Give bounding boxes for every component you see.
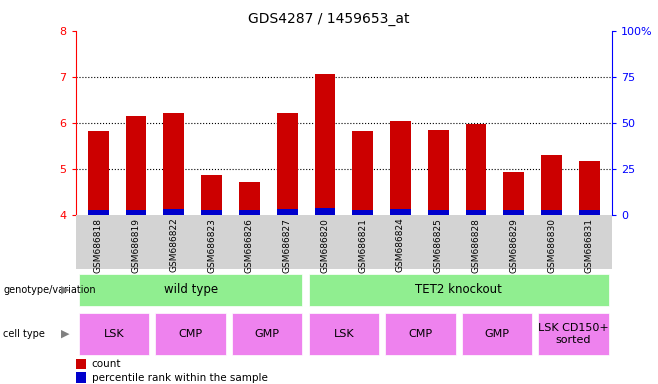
FancyBboxPatch shape <box>232 313 303 355</box>
Bar <box>315 208 336 215</box>
Text: GSM686830: GSM686830 <box>547 218 556 273</box>
Text: GSM686823: GSM686823 <box>207 218 216 273</box>
Bar <box>163 209 184 215</box>
Bar <box>541 210 562 215</box>
Bar <box>579 210 599 215</box>
Bar <box>76 372 86 382</box>
Text: GSM686818: GSM686818 <box>94 218 103 273</box>
Text: GSM686829: GSM686829 <box>509 218 519 273</box>
FancyBboxPatch shape <box>309 274 609 306</box>
FancyBboxPatch shape <box>309 313 379 355</box>
Bar <box>88 131 109 215</box>
Text: count: count <box>91 359 121 369</box>
Bar <box>390 209 411 215</box>
Text: percentile rank within the sample: percentile rank within the sample <box>91 372 268 382</box>
Text: TET2 knockout: TET2 knockout <box>415 283 502 296</box>
Text: GSM686831: GSM686831 <box>585 218 594 273</box>
FancyBboxPatch shape <box>385 313 455 355</box>
FancyBboxPatch shape <box>155 313 226 355</box>
Text: CMP: CMP <box>409 329 432 339</box>
Text: GSM686825: GSM686825 <box>434 218 443 273</box>
Text: GSM686819: GSM686819 <box>132 218 141 273</box>
FancyBboxPatch shape <box>538 313 609 355</box>
Bar <box>579 161 599 215</box>
Bar <box>88 210 109 215</box>
Text: ▶: ▶ <box>61 285 69 295</box>
Text: wild type: wild type <box>164 283 218 296</box>
Text: GDS4287 / 1459653_at: GDS4287 / 1459653_at <box>248 12 410 25</box>
Bar <box>163 113 184 215</box>
Text: LSK: LSK <box>334 329 354 339</box>
Text: GSM686824: GSM686824 <box>396 218 405 273</box>
Text: GMP: GMP <box>484 329 509 339</box>
Bar <box>428 210 449 215</box>
FancyBboxPatch shape <box>79 313 149 355</box>
Text: GSM686820: GSM686820 <box>320 218 330 273</box>
Text: cell type: cell type <box>3 329 45 339</box>
Text: GSM686821: GSM686821 <box>358 218 367 273</box>
Bar <box>239 182 260 215</box>
Bar <box>277 209 297 215</box>
Text: GSM686828: GSM686828 <box>472 218 480 273</box>
Text: GMP: GMP <box>255 329 280 339</box>
Bar <box>201 175 222 215</box>
Text: LSK: LSK <box>104 329 124 339</box>
Bar <box>541 155 562 215</box>
Text: ▶: ▶ <box>61 329 69 339</box>
Bar <box>126 210 147 215</box>
Bar <box>352 210 373 215</box>
Bar <box>126 116 147 215</box>
Text: genotype/variation: genotype/variation <box>3 285 96 295</box>
Bar <box>352 131 373 215</box>
Text: GSM686822: GSM686822 <box>169 218 178 273</box>
Bar <box>239 210 260 215</box>
Bar <box>277 113 297 215</box>
Bar <box>466 210 486 215</box>
Text: CMP: CMP <box>178 329 203 339</box>
FancyBboxPatch shape <box>462 313 532 355</box>
Bar <box>428 130 449 215</box>
Bar <box>466 124 486 215</box>
Bar <box>76 359 86 369</box>
Bar <box>503 210 524 215</box>
FancyBboxPatch shape <box>79 274 303 306</box>
Text: GSM686826: GSM686826 <box>245 218 254 273</box>
Text: LSK CD150+
sorted: LSK CD150+ sorted <box>538 323 609 345</box>
Bar <box>201 210 222 215</box>
Bar <box>390 121 411 215</box>
Text: GSM686827: GSM686827 <box>283 218 291 273</box>
Bar <box>315 74 336 215</box>
Bar <box>503 172 524 215</box>
